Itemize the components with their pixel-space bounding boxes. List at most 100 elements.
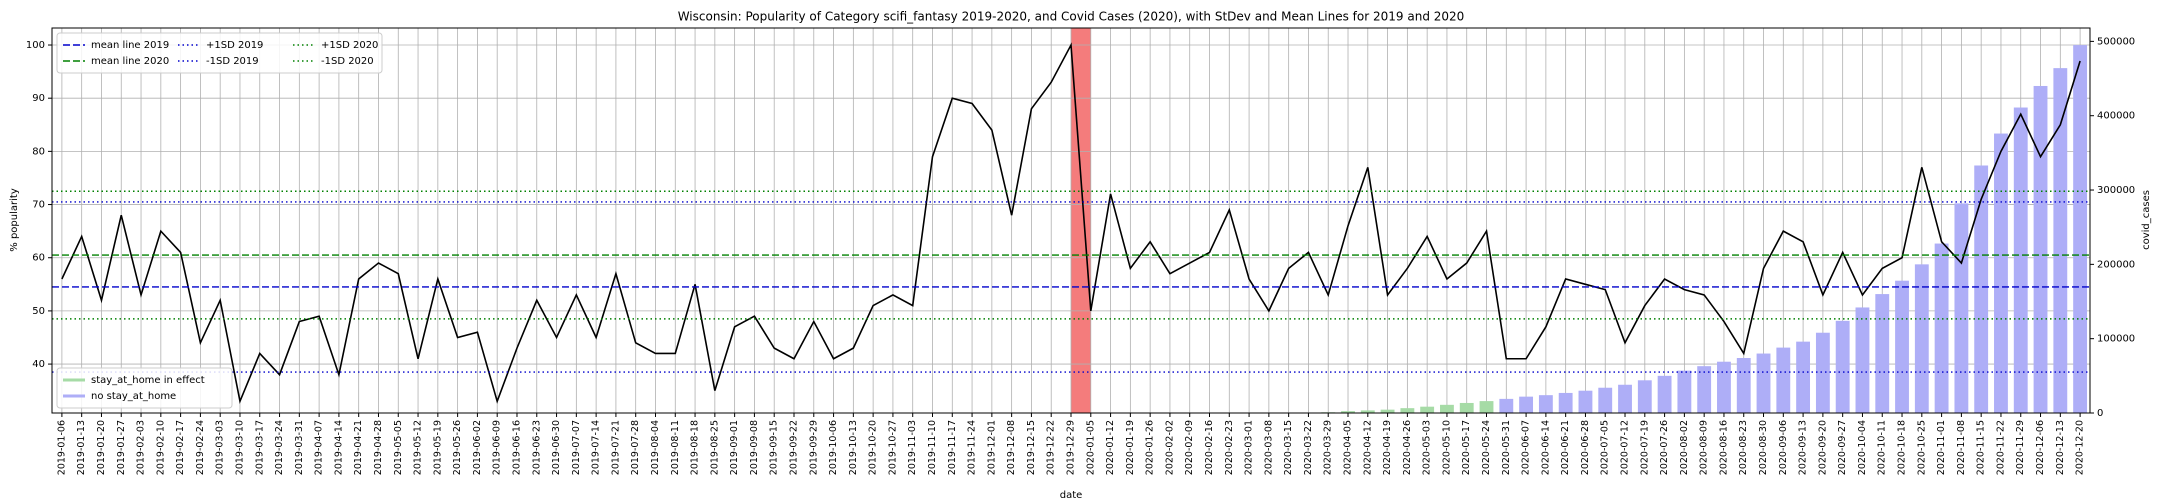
x-tick-label: 2019-04-07 xyxy=(314,420,325,475)
x-tick-label: 2020-06-21 xyxy=(1560,420,1571,475)
bar xyxy=(1657,375,1672,413)
x-tick-label: 2019-08-11 xyxy=(670,420,681,475)
x-tick-label: 2020-02-02 xyxy=(1164,420,1175,475)
x-tick-label: 2020-11-01 xyxy=(1936,420,1947,475)
x-tick-label: 2020-10-18 xyxy=(1897,420,1908,475)
x-tick-label: 2020-11-29 xyxy=(2015,420,2026,475)
x-tick-label: 2019-05-19 xyxy=(432,420,443,475)
bar xyxy=(1835,320,1850,413)
x-tick-label: 2019-08-18 xyxy=(690,420,701,475)
x-tick-label: 2020-05-24 xyxy=(1481,420,1492,475)
x-tick-label: 2020-10-11 xyxy=(1877,420,1888,475)
bar xyxy=(1459,402,1474,413)
x-tick-label: 2019-09-15 xyxy=(769,420,780,475)
y-tick-label: 80 xyxy=(32,146,45,157)
y-tick-label: 50 xyxy=(32,306,45,317)
bar xyxy=(1796,341,1811,413)
y-tick-label: 40 xyxy=(32,359,45,370)
bar xyxy=(1400,408,1415,413)
x-tick-label: 2020-08-16 xyxy=(1718,420,1729,475)
x-tick-label: 2019-11-17 xyxy=(947,420,958,475)
y2-tick-label: 200000 xyxy=(2097,259,2135,270)
bar xyxy=(1954,203,1969,413)
x-tick-label: 2019-04-21 xyxy=(353,420,364,475)
x-tick-label: 2019-12-29 xyxy=(1066,420,1077,475)
bar xyxy=(1776,347,1791,413)
x-tick-label: 2019-07-21 xyxy=(610,420,621,475)
x-tick-label: 2019-01-13 xyxy=(76,420,87,475)
bar xyxy=(1855,307,1870,413)
x-tick-label: 2020-02-09 xyxy=(1184,420,1195,475)
x-tick-label: 2019-09-22 xyxy=(788,420,799,475)
x-tick-label: 2019-08-25 xyxy=(709,420,720,475)
bar xyxy=(1499,398,1514,413)
x-tick-label: 2019-02-10 xyxy=(155,420,166,475)
x-tick-label: 2019-12-22 xyxy=(1046,420,1057,475)
x-tick-label: 2019-03-10 xyxy=(234,420,245,475)
y2-tick-label: 500000 xyxy=(2097,36,2135,47)
bar xyxy=(1618,384,1632,413)
x-tick-label: 2020-05-17 xyxy=(1461,420,1472,475)
legend-label: mean line 2020 xyxy=(91,56,169,67)
bar xyxy=(1598,387,1613,413)
bar xyxy=(1637,380,1652,413)
x-tick-label: 2019-06-09 xyxy=(492,420,503,475)
x-tick-label: 2020-03-08 xyxy=(1263,420,1274,475)
bar xyxy=(1341,411,1355,413)
legend-label: -1SD 2020 xyxy=(321,56,374,67)
x-tick-label: 2019-12-01 xyxy=(986,420,997,475)
x-tick-label: 2020-08-23 xyxy=(1738,420,1749,475)
bar xyxy=(2073,45,2088,413)
x-tick-label: 2019-03-03 xyxy=(215,420,226,475)
y2-tick-label: 100000 xyxy=(2097,334,2135,345)
bar xyxy=(2033,85,2048,414)
bar xyxy=(1895,280,1909,413)
x-tick-label: 2019-09-29 xyxy=(808,420,819,475)
x-tick-label: 2020-09-06 xyxy=(1778,420,1789,475)
x-tick-label: 2019-05-05 xyxy=(393,420,404,475)
bar xyxy=(2013,107,2028,413)
bar xyxy=(1558,392,1573,413)
y-tick-label: 100 xyxy=(26,40,45,51)
x-tick-label: 2019-11-10 xyxy=(927,420,938,475)
bar xyxy=(1578,390,1593,413)
y-tick-label: 60 xyxy=(32,253,45,264)
x-tick-label: 2020-02-23 xyxy=(1224,420,1235,475)
y-tick-label: 70 xyxy=(32,200,45,211)
x-tick-label: 2020-04-12 xyxy=(1362,420,1373,475)
x-tick-label: 2020-03-22 xyxy=(1303,420,1314,475)
x-tick-label: 2019-07-14 xyxy=(591,420,602,475)
x-axis-label: date xyxy=(1060,490,1083,501)
x-tick-label: 2020-04-05 xyxy=(1343,420,1354,475)
bar xyxy=(1974,165,1989,413)
legend-label: stay_at_home in effect xyxy=(91,375,205,386)
x-tick-label: 2020-10-25 xyxy=(1916,420,1927,475)
y-tick-label: 90 xyxy=(32,93,45,104)
x-tick-label: 2019-10-06 xyxy=(828,420,839,475)
x-tick-label: 2020-06-28 xyxy=(1580,420,1591,475)
x-tick-label: 2020-08-09 xyxy=(1699,420,1710,475)
line xyxy=(61,42,2081,405)
x-tick-label: 2020-08-02 xyxy=(1679,420,1690,475)
legend-box xyxy=(56,367,233,409)
bar xyxy=(1815,332,1830,413)
x-tick-label: 2020-05-10 xyxy=(1441,420,1452,475)
bar xyxy=(1440,404,1454,413)
bar xyxy=(1519,396,1534,413)
legend-label: +1SD 2020 xyxy=(321,40,378,51)
x-tick-label: 2020-03-29 xyxy=(1323,420,1334,475)
x-tick-label: 2019-07-28 xyxy=(630,420,641,475)
bar xyxy=(1380,409,1395,413)
x-tick-label: 2020-07-26 xyxy=(1659,420,1670,475)
x-tick-label: 2019-02-17 xyxy=(175,420,186,475)
x-tick-label: 2019-01-20 xyxy=(96,420,107,475)
bar xyxy=(1934,243,1949,413)
x-tick-label: 2019-05-26 xyxy=(452,420,463,475)
x-tick-label: 2019-04-28 xyxy=(373,420,384,475)
x-tick-label: 2020-01-12 xyxy=(1105,420,1116,475)
x-tick-label: 2019-06-30 xyxy=(551,420,562,475)
plot-frame xyxy=(51,27,2091,414)
bar xyxy=(1717,361,1731,413)
x-tick-label: 2020-11-08 xyxy=(1956,420,1967,475)
